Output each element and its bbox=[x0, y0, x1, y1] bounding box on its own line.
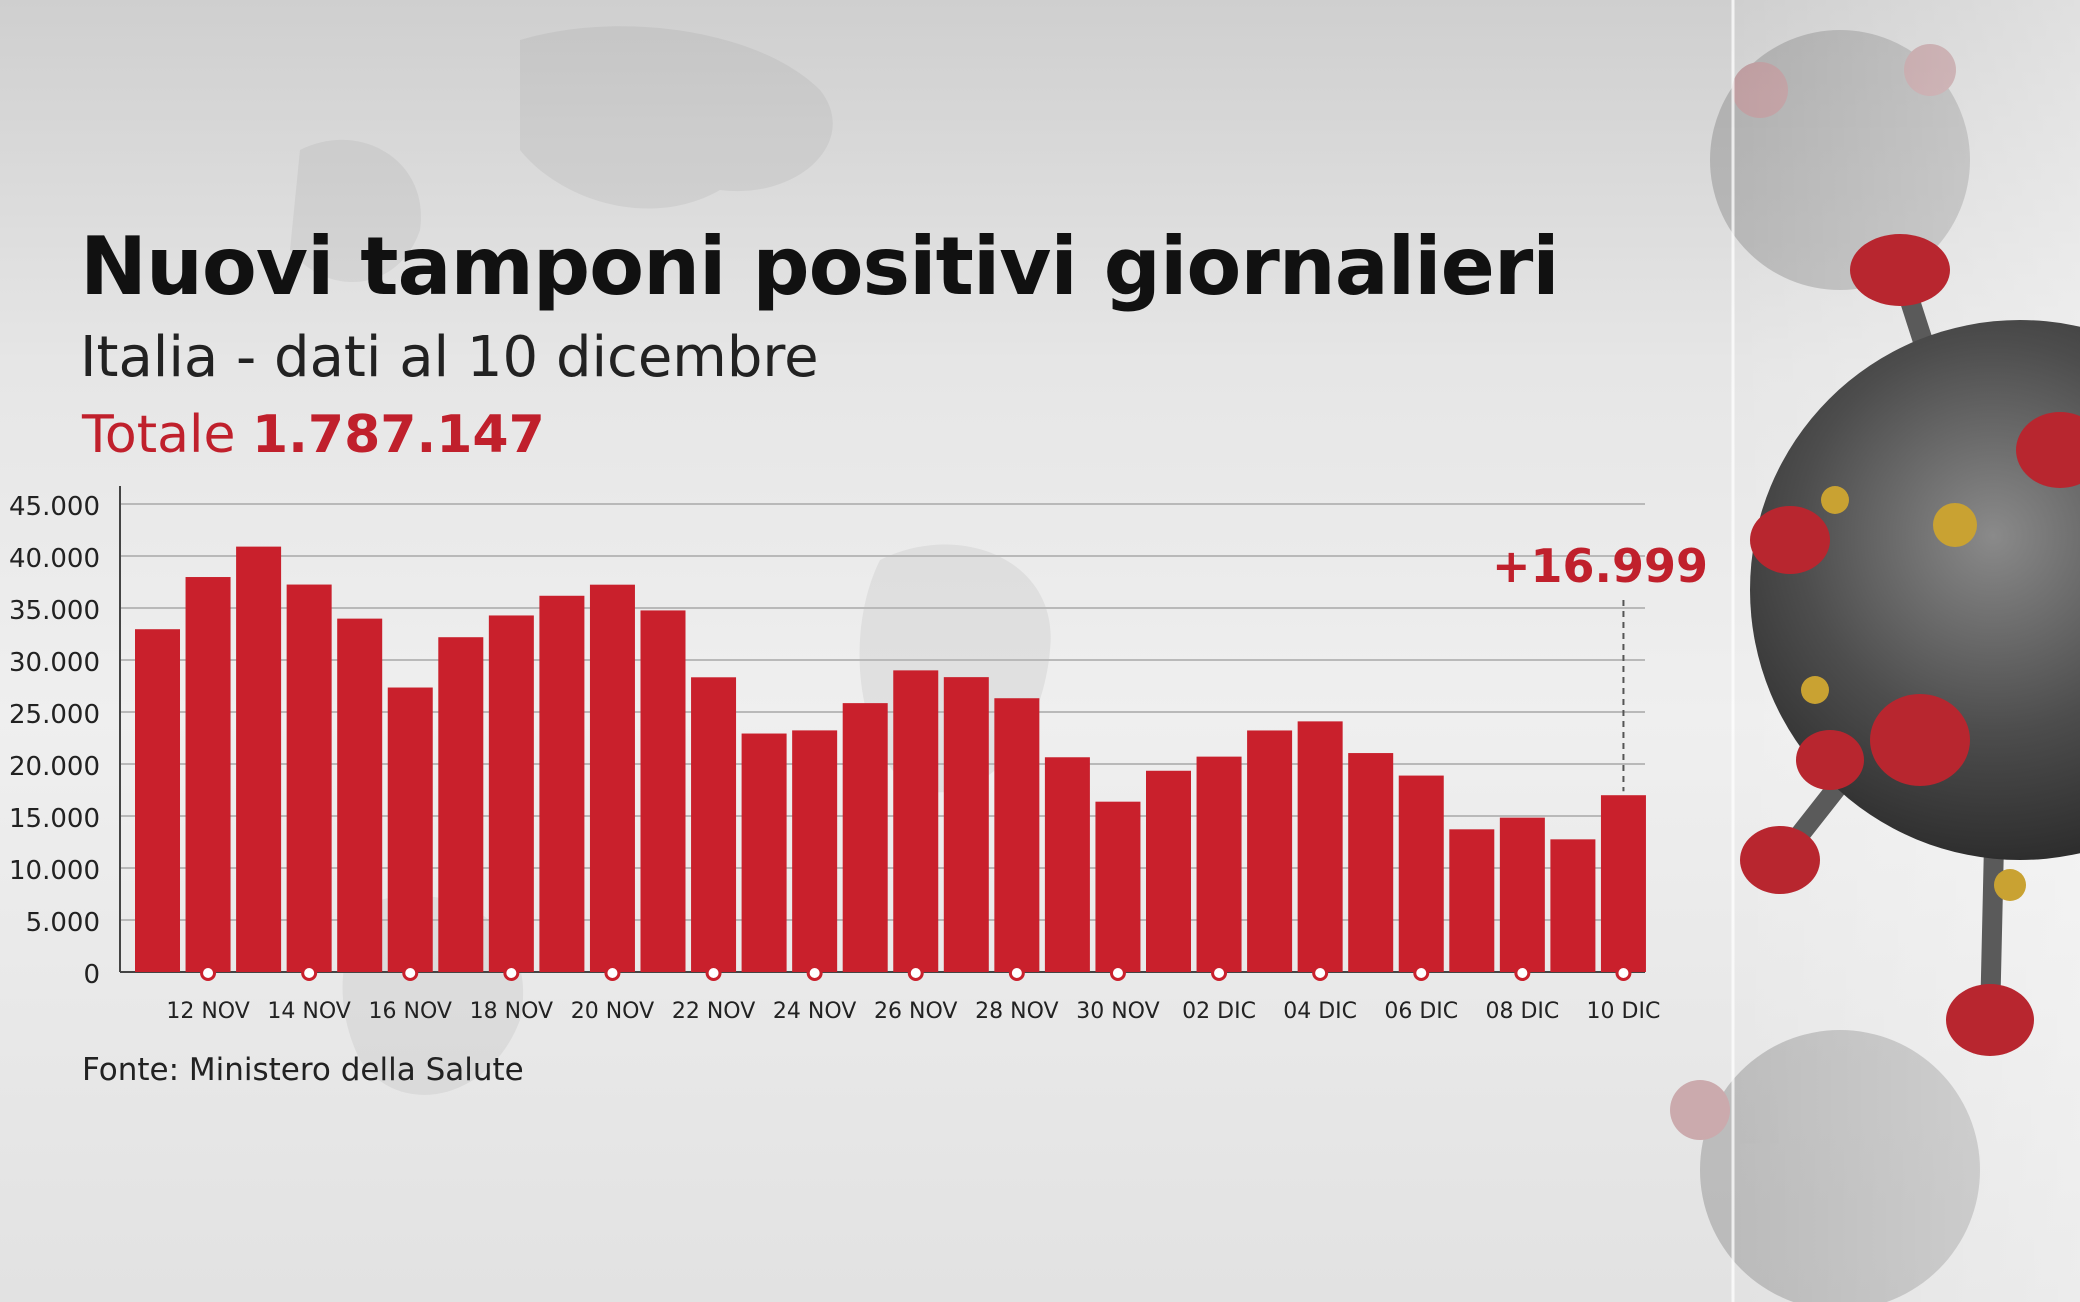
x-tick-marker bbox=[503, 965, 520, 981]
y-tick-label: 20.000 bbox=[9, 752, 100, 782]
bar bbox=[438, 637, 484, 972]
x-tick-label: 18 NOV bbox=[470, 999, 553, 1024]
bar bbox=[1348, 753, 1394, 972]
bar bbox=[337, 618, 383, 972]
bar bbox=[1297, 721, 1343, 972]
bar bbox=[741, 733, 787, 972]
x-tick-label: 12 NOV bbox=[166, 999, 249, 1024]
bar bbox=[1196, 756, 1242, 972]
x-tick-marker bbox=[402, 965, 419, 981]
y-tick-label: 25.000 bbox=[9, 700, 100, 730]
bar bbox=[1449, 829, 1495, 972]
x-tick-marker bbox=[1008, 965, 1025, 981]
x-tick-marker bbox=[1109, 965, 1126, 981]
x-tick-label: 28 NOV bbox=[975, 999, 1058, 1024]
bar bbox=[387, 687, 433, 972]
x-tick-label: 10 DIC bbox=[1587, 999, 1661, 1024]
bar bbox=[286, 584, 332, 972]
y-tick-label: 40.000 bbox=[9, 544, 100, 574]
bar bbox=[539, 595, 585, 972]
page-title: Nuovi tamponi positivi giornalieri bbox=[80, 220, 1560, 313]
x-tick-label: 30 NOV bbox=[1076, 999, 1159, 1024]
x-tick-marker bbox=[301, 965, 318, 981]
x-tick-marker bbox=[806, 965, 823, 981]
x-tick-marker bbox=[604, 965, 621, 981]
x-tick-marker bbox=[705, 965, 722, 981]
bar bbox=[135, 629, 180, 972]
y-tick-label: 45.000 bbox=[9, 492, 100, 522]
x-tick-label: 26 NOV bbox=[874, 999, 957, 1024]
source-note: Fonte: Ministero della Salute bbox=[82, 1052, 524, 1088]
bar bbox=[1146, 770, 1191, 972]
x-tick-label: 20 NOV bbox=[571, 999, 654, 1024]
bar bbox=[1095, 801, 1141, 972]
x-tick-label: 06 DIC bbox=[1384, 999, 1458, 1024]
y-tick-label: 30.000 bbox=[9, 648, 100, 678]
bar bbox=[1499, 817, 1545, 972]
x-tick-label: 02 DIC bbox=[1182, 999, 1256, 1024]
x-tick-label: 22 NOV bbox=[672, 999, 755, 1024]
x-tick-marker bbox=[200, 965, 217, 981]
x-tick-marker bbox=[1514, 965, 1531, 981]
y-tick-label: 15.000 bbox=[9, 804, 100, 834]
x-tick-label: 14 NOV bbox=[267, 999, 350, 1024]
x-tick-label: 16 NOV bbox=[369, 999, 452, 1024]
y-tick-label: 0 bbox=[83, 960, 100, 990]
bar bbox=[691, 677, 737, 972]
x-tick-label: 04 DIC bbox=[1283, 999, 1357, 1024]
x-tick-label: 24 NOV bbox=[773, 999, 856, 1024]
bar bbox=[1044, 757, 1090, 972]
x-tick-label: 08 DIC bbox=[1485, 999, 1559, 1024]
bar bbox=[893, 670, 939, 972]
bar bbox=[792, 730, 838, 972]
bar bbox=[488, 615, 534, 972]
bar bbox=[589, 584, 635, 972]
bar bbox=[640, 610, 686, 972]
total-value: 1.787.147 bbox=[251, 405, 545, 465]
total-line: Totale 1.787.147 bbox=[82, 405, 545, 465]
bar bbox=[842, 703, 888, 972]
bar bbox=[1600, 795, 1646, 972]
bar bbox=[1398, 775, 1444, 972]
bar bbox=[236, 546, 282, 972]
subtitle: Italia - dati al 10 dicembre bbox=[80, 325, 819, 390]
x-tick-marker bbox=[1312, 965, 1329, 981]
y-tick-label: 35.000 bbox=[9, 596, 100, 626]
x-tick-marker bbox=[1211, 965, 1228, 981]
x-tick-marker bbox=[1615, 965, 1632, 981]
annotation-label: +16.999 bbox=[1492, 539, 1708, 593]
x-tick-marker bbox=[907, 965, 924, 981]
bar bbox=[1550, 839, 1596, 972]
bar bbox=[1247, 730, 1293, 972]
bar bbox=[994, 698, 1040, 972]
y-tick-label: 5.000 bbox=[26, 908, 100, 938]
x-tick-marker bbox=[1413, 965, 1430, 981]
bar bbox=[943, 677, 989, 972]
virus-illustration bbox=[1740, 234, 2080, 1056]
bar-chart: 0 5.000 10.000 15.000 20.000 25.000 30.000 35.0… bbox=[9, 486, 1708, 1024]
total-label: Totale bbox=[82, 405, 236, 465]
bar bbox=[185, 577, 231, 972]
y-tick-label: 10.000 bbox=[9, 856, 100, 886]
